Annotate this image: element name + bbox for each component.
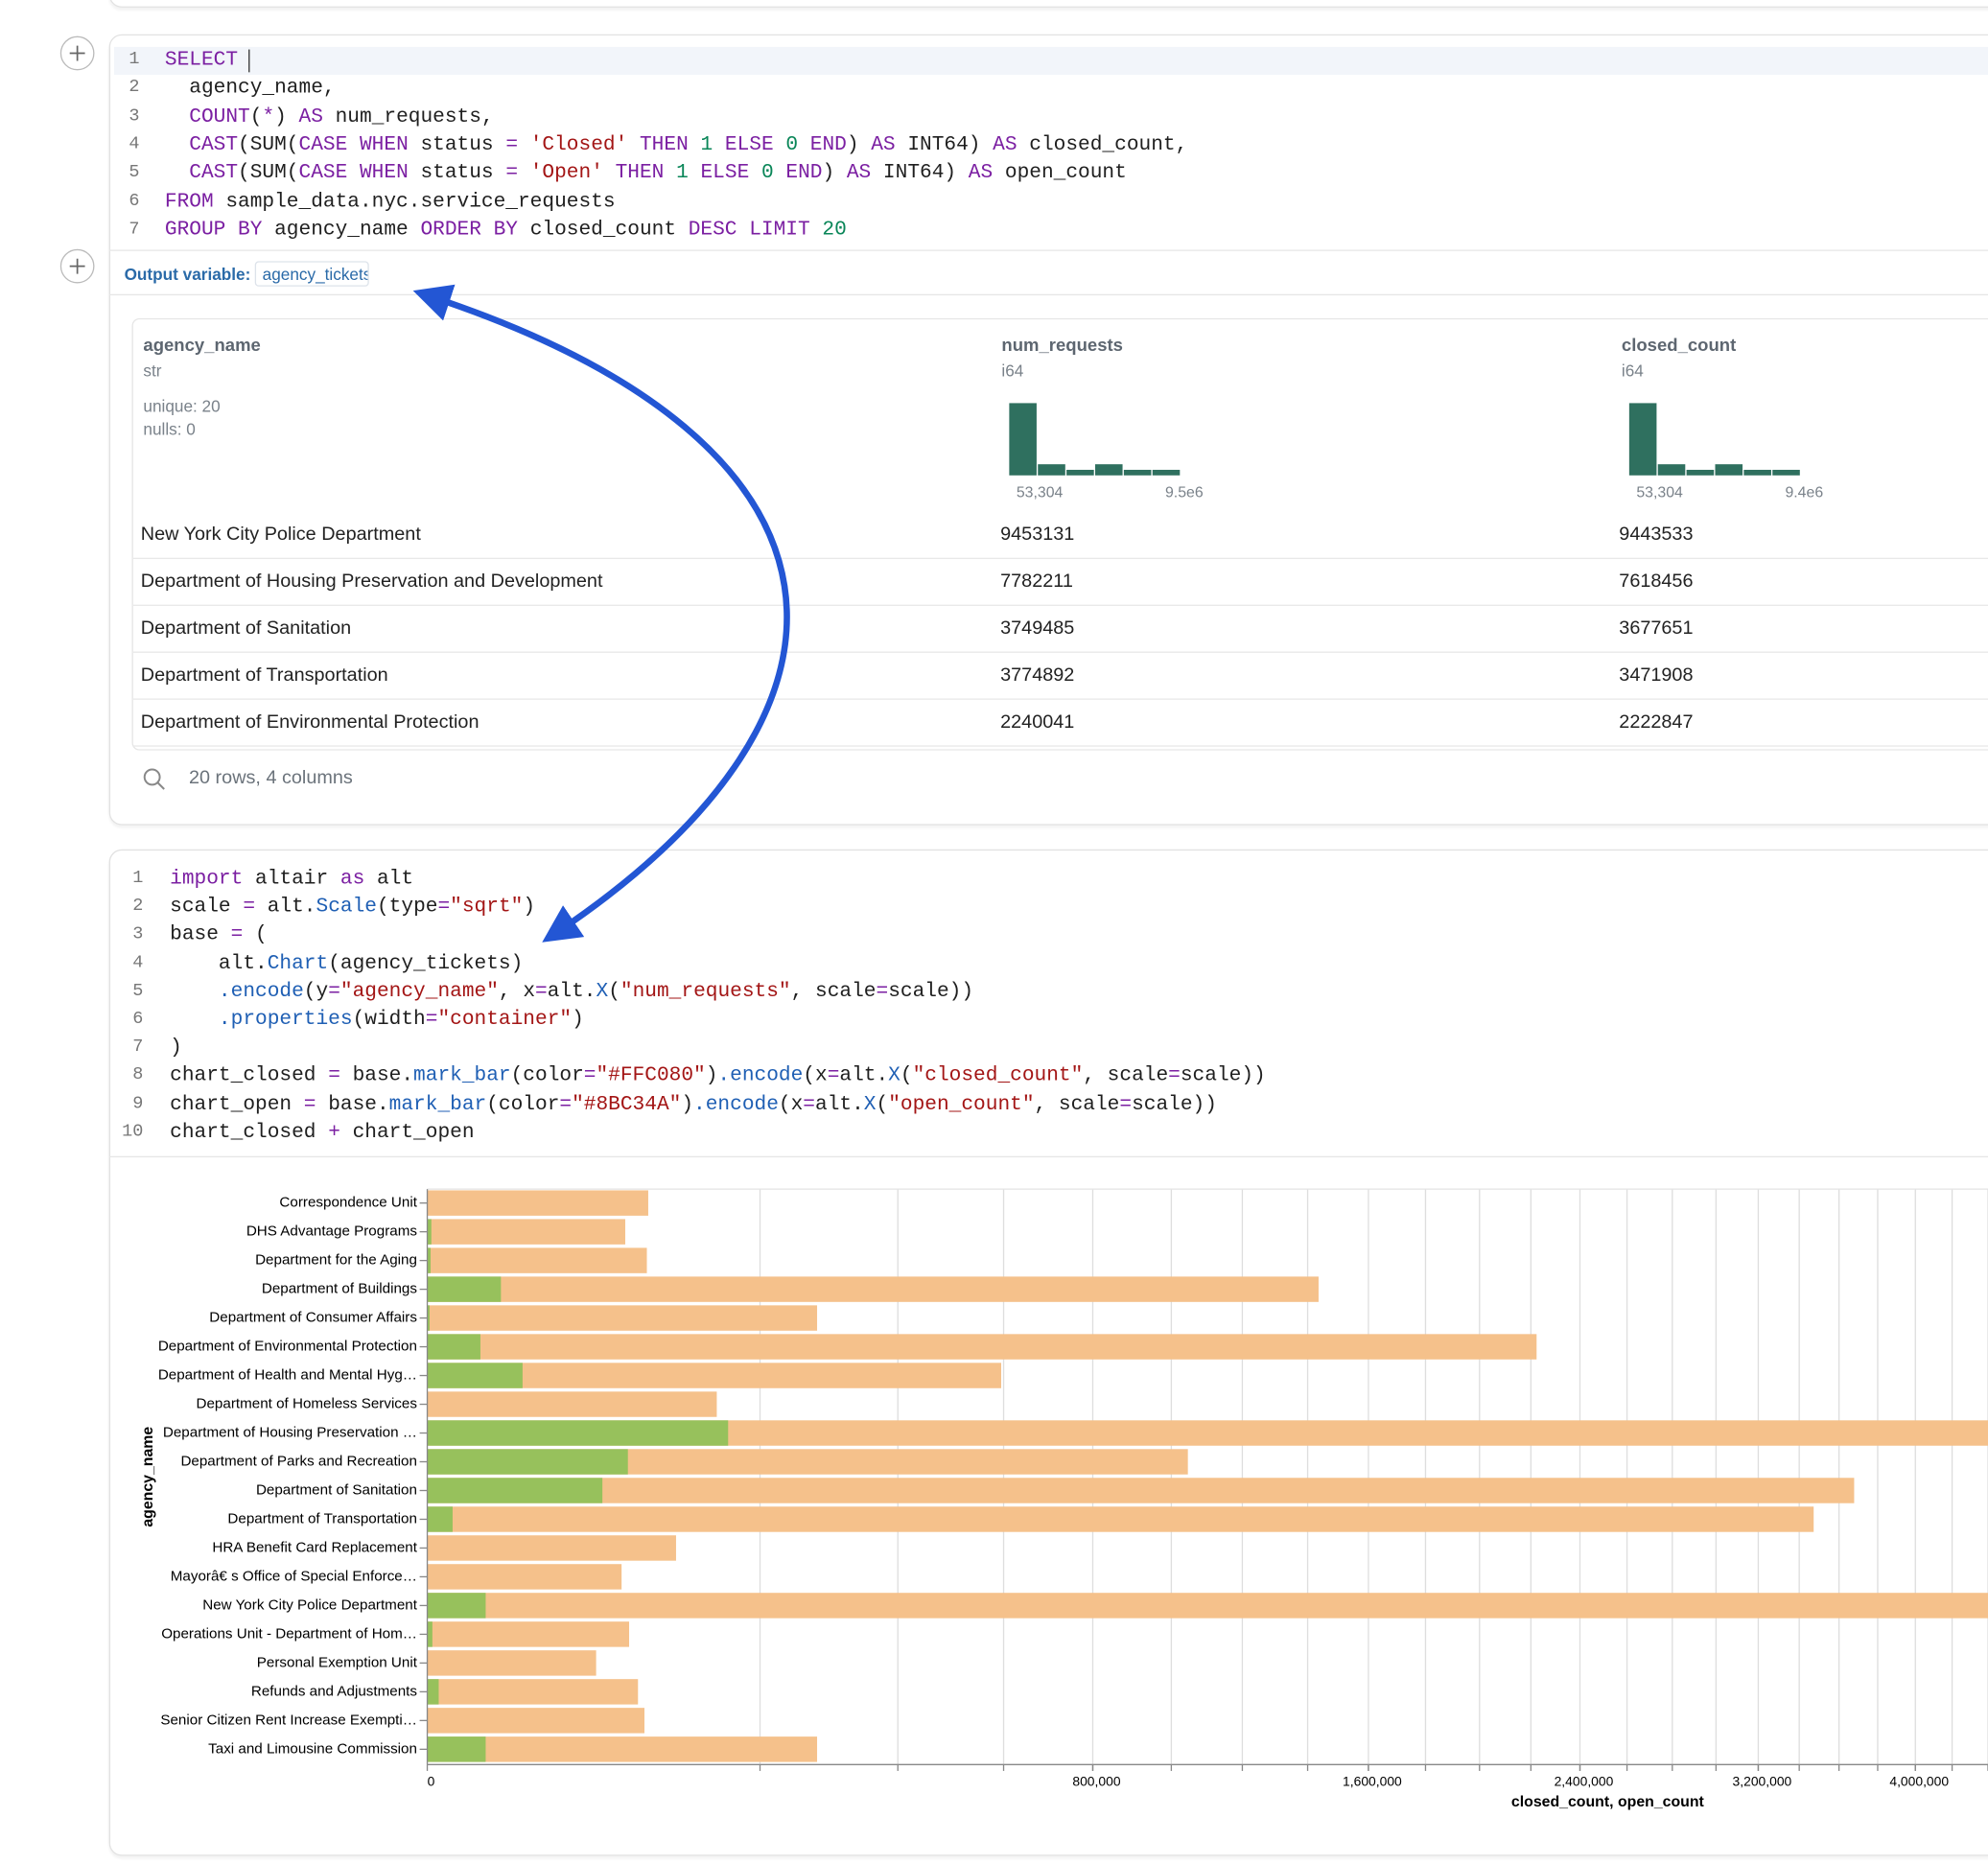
histogram-max: 9.4e6 <box>1785 484 1823 501</box>
y-tick-label: Taxi and Limousine Commission <box>208 1740 417 1757</box>
bar <box>428 1363 523 1387</box>
bar <box>428 1621 629 1646</box>
x-tick-label: 0 <box>428 1774 435 1789</box>
histogram-bar <box>1687 470 1715 476</box>
y-tick-label: Correspondence Unit <box>279 1195 417 1211</box>
histogram-max: 9.5e6 <box>1165 484 1204 501</box>
bar <box>428 1478 1855 1503</box>
histogram-bar <box>1772 470 1800 476</box>
y-tick-label: Department of Environmental Protection <box>158 1339 417 1355</box>
histogram-bar <box>1009 403 1037 475</box>
bar <box>428 1593 486 1618</box>
bar <box>428 1679 639 1704</box>
bar <box>428 1190 648 1215</box>
y-tick-label: Operations Unit - Department of Hom… <box>161 1625 417 1642</box>
y-tick-label: DHS Advantage Programs <box>246 1223 418 1240</box>
bar <box>428 1449 628 1474</box>
histogram-bar <box>1715 464 1742 476</box>
bar <box>428 1506 453 1531</box>
y-tick-label: Personal Exemption Unit <box>257 1654 418 1670</box>
y-tick-label: Department of Housing Preservation … <box>163 1425 417 1441</box>
search-icon[interactable] <box>145 769 160 784</box>
histogram-bar <box>1066 470 1094 476</box>
bar <box>428 1276 502 1301</box>
bar <box>428 1535 676 1560</box>
y-tick-label: HRA Benefit Card Replacement <box>212 1539 417 1555</box>
y-tick-label: New York City Police Department <box>202 1596 417 1613</box>
bar <box>428 1736 817 1761</box>
bar <box>428 1420 729 1445</box>
bar <box>428 1621 433 1646</box>
bar <box>428 1593 1988 1618</box>
x-tick-label: 2,400,000 <box>1555 1774 1614 1789</box>
bar <box>428 1276 1319 1301</box>
y-tick-label: Department of Consumer Affairs <box>209 1310 417 1326</box>
bar <box>428 1679 439 1704</box>
bar <box>428 1564 622 1589</box>
bar <box>428 1391 717 1416</box>
x-axis-title: closed_count, open_count <box>1511 1794 1705 1810</box>
bar <box>428 1650 596 1675</box>
histogram-min: 53,304 <box>1017 484 1064 501</box>
histogram-min: 53,304 <box>1636 484 1683 501</box>
bar <box>428 1334 1537 1359</box>
y-tick-label: Department of Sanitation <box>256 1482 417 1499</box>
y-tick-label: Refunds and Adjustments <box>251 1683 417 1699</box>
histogram-bar <box>1629 403 1657 475</box>
bar <box>428 1708 644 1733</box>
plot <box>428 1189 1988 1764</box>
histogram-bar <box>1658 464 1686 476</box>
y-tick-label: Department of Transportation <box>227 1510 417 1526</box>
y-tick-label: Department of Parks and Recreation <box>180 1454 417 1470</box>
bar <box>428 1305 817 1330</box>
bar <box>428 1334 480 1359</box>
y-tick-label: Department of Homeless Services <box>197 1396 418 1412</box>
y-tick-label: Senior Citizen Rent Increase Exempti… <box>160 1712 417 1728</box>
y-tick-label: Department of Health and Mental Hyg… <box>158 1367 417 1384</box>
y-tick-label: Department for the Aging <box>255 1252 417 1269</box>
histogram-bar <box>1743 470 1771 476</box>
histogram-bar <box>1095 464 1123 476</box>
histogram-bar <box>1124 470 1152 476</box>
bar <box>428 1736 486 1761</box>
bar <box>428 1478 603 1503</box>
bar <box>428 1506 1814 1531</box>
x-tick-label: 1,600,000 <box>1343 1774 1402 1789</box>
bar <box>428 1247 647 1272</box>
y-axis-title: agency_name <box>140 1427 156 1527</box>
x-tick-label: 3,200,000 <box>1733 1774 1792 1789</box>
y-tick-label: Mayorâ€ s Office of Special Enforce… <box>171 1568 417 1584</box>
x-tick-label: 800,000 <box>1072 1774 1120 1789</box>
histogram-bar <box>1153 470 1181 476</box>
histogram-bar <box>1038 464 1065 476</box>
y-tick-label: Department of Buildings <box>262 1281 417 1297</box>
search-icon-handle <box>158 782 165 789</box>
x-tick-label: 4,000,000 <box>1889 1774 1949 1789</box>
bar <box>428 1219 625 1244</box>
